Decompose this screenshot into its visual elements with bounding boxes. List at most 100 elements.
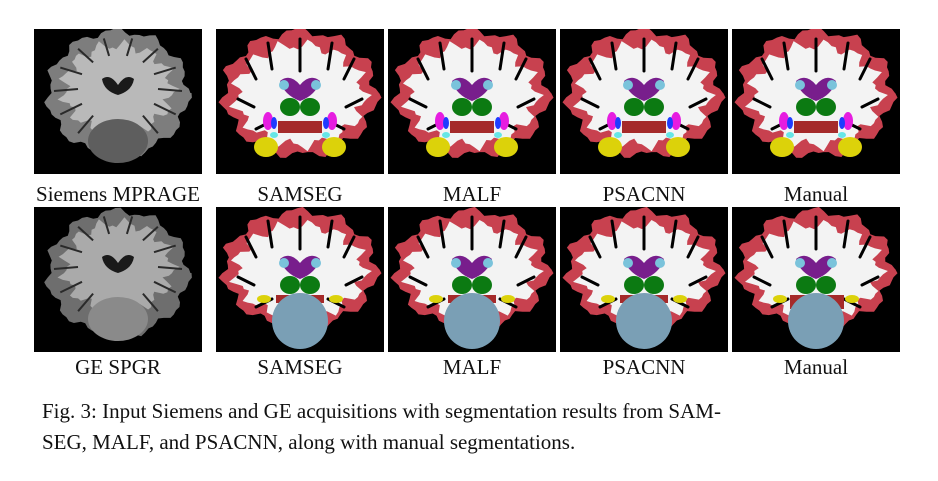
amygdala-right <box>494 132 502 138</box>
sulcus-line <box>580 97 600 109</box>
sulcus-line <box>760 57 774 81</box>
sulcus-line <box>53 266 79 270</box>
sulcus-line <box>498 41 506 71</box>
caudate-right <box>311 80 321 90</box>
label-samseg-row1: SAMSEG <box>257 182 343 206</box>
hippocampus-left <box>770 137 794 157</box>
figure-caption: Fig. 3: Input Siemens and GE acquisition… <box>42 396 902 458</box>
sulcus-line <box>688 97 708 109</box>
thalamus-left <box>796 98 816 116</box>
cerebellum-region <box>88 297 148 341</box>
sulcus-line <box>408 275 428 287</box>
sulcus-line <box>266 219 274 249</box>
sulcus-line <box>610 41 618 71</box>
caudate-right <box>483 258 493 268</box>
label-siemens-mprage: Siemens MPRAGE <box>36 182 200 206</box>
sulcus-line <box>842 41 850 71</box>
sulcus-line <box>60 244 83 254</box>
hippocampus-left <box>601 295 615 303</box>
sulcus-line <box>842 219 850 249</box>
amygdala-right <box>666 132 674 138</box>
ventricle-region <box>624 77 664 101</box>
cerebellum-region <box>88 119 148 163</box>
sulcus-line <box>77 114 94 134</box>
sulcus-line <box>514 235 528 259</box>
sulcus-line <box>580 275 600 287</box>
putamen-right <box>327 112 337 130</box>
thalamus-right <box>644 276 664 294</box>
hippocampus-right <box>494 137 518 157</box>
putamen-right <box>671 112 681 130</box>
ventricle-region <box>452 255 492 279</box>
caudate-right <box>483 80 493 90</box>
sulcus-line <box>125 38 134 57</box>
caudate-left <box>795 258 805 268</box>
brainstem-region <box>616 293 672 349</box>
hippocampus-right <box>673 295 687 303</box>
brainstem-region <box>272 293 328 349</box>
amygdala-left <box>614 132 622 138</box>
hippocampus-left <box>429 295 443 303</box>
sulcus-line <box>516 97 536 109</box>
ventricle-region <box>796 77 836 101</box>
pallidum-left <box>271 117 277 129</box>
sulcus-line <box>760 235 774 259</box>
caudate-left <box>451 80 461 90</box>
seg-samseg-siemens <box>216 29 384 174</box>
label-samseg-row2: SAMSEG <box>257 355 343 379</box>
thalamus-left <box>280 276 300 294</box>
caudate-right <box>655 258 665 268</box>
sulcus-line <box>670 219 678 249</box>
label-ge-spgr: GE SPGR <box>75 355 161 379</box>
thalamus-right <box>300 98 320 116</box>
caudate-right <box>827 258 837 268</box>
amygdala-left <box>270 132 278 138</box>
amygdala-left <box>442 132 450 138</box>
sulcus-line <box>236 275 256 287</box>
sulcus-line <box>860 275 880 287</box>
sulcus-line <box>752 275 772 287</box>
label-manual-row2: Manual <box>783 355 849 379</box>
sulcus-line <box>142 48 159 64</box>
amygdala-right <box>838 132 846 138</box>
sulcus-line <box>153 66 176 76</box>
thalamus-right <box>644 98 664 116</box>
sulcus-line <box>244 235 258 259</box>
pallidum-left <box>443 117 449 129</box>
amygdala-left <box>786 132 794 138</box>
thalamus-right <box>816 98 836 116</box>
hippocampus-left <box>257 295 271 303</box>
label-malf-row1: MALF <box>442 182 502 206</box>
caption-line-1: Fig. 3: Input Siemens and GE acquisition… <box>42 399 721 423</box>
caudate-left <box>451 258 461 268</box>
sulcus-line <box>77 226 94 242</box>
putamen-left <box>263 112 273 130</box>
sulcus-line <box>782 41 790 71</box>
sulcus-line <box>236 97 256 109</box>
thalamus-left <box>624 98 644 116</box>
brainstem-region <box>788 293 844 349</box>
caudate-left <box>279 80 289 90</box>
sulcus-line <box>860 97 880 109</box>
label-manual-row1: Manual <box>783 182 849 206</box>
sulcus-line <box>782 219 790 249</box>
pallidum-right <box>667 117 673 129</box>
hippocampus-left <box>254 137 278 157</box>
sulcus-line <box>516 275 536 287</box>
sulcus-line <box>157 266 183 270</box>
sulcus-line <box>342 235 356 259</box>
sulcus-line <box>326 219 334 249</box>
sulcus-line <box>858 57 872 81</box>
label-psacnn-row2: PSACNN <box>602 355 686 379</box>
caudate-right <box>655 80 665 90</box>
hippocampus-right <box>845 295 859 303</box>
sulcus-line <box>670 41 678 71</box>
sulcus-line <box>588 235 602 259</box>
sulcus-line <box>59 102 83 116</box>
seg-manual-ge <box>732 207 900 352</box>
sulcus-line <box>408 97 428 109</box>
seg-malf-siemens <box>388 29 556 174</box>
hippocampus-left <box>426 137 450 157</box>
sulcus-line <box>102 216 111 235</box>
putamen-left <box>607 112 617 130</box>
